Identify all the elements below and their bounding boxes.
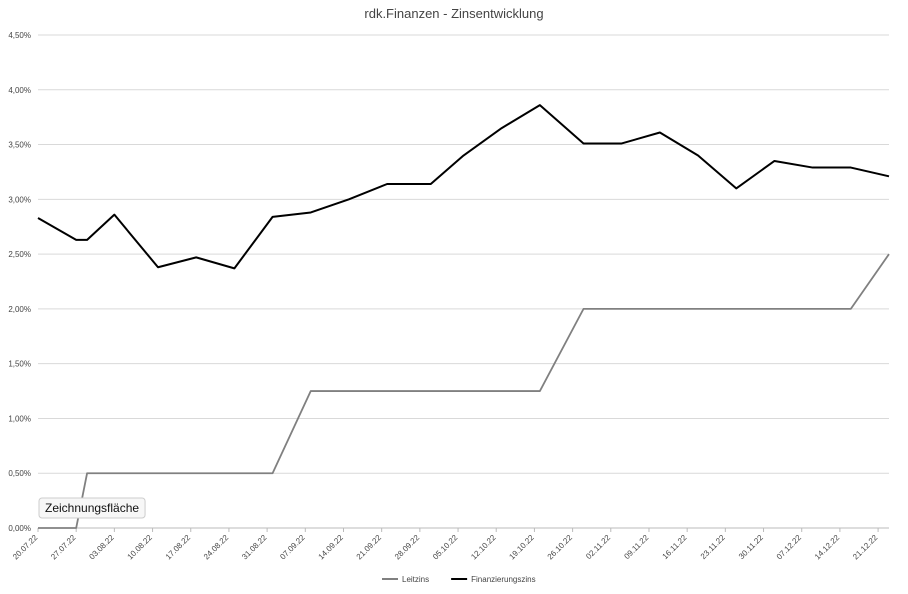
legend-label: Leitzins [402,575,429,584]
legend-label: Finanzierungszins [471,575,535,584]
y-tick-label: 3,50% [8,141,31,150]
x-tick-label: 17.08.22 [164,533,193,562]
y-tick-label: 1,50% [8,360,31,369]
x-tick-label: 21.09.22 [355,533,384,562]
x-tick-label: 07.12.22 [775,533,804,562]
x-tick-label: 09.11.22 [622,533,650,561]
x-tick-label: 10.08.22 [126,533,155,562]
tooltip: Zeichnungsfläche [38,497,146,519]
x-tick-label: 23.11.22 [699,533,727,561]
x-tick-label: 20.07.22 [11,533,40,562]
x-tick-label: 19.10.22 [507,533,536,562]
legend-item: Finanzierungszins [451,575,536,584]
legend-item: Leitzins [382,575,429,584]
line-series [37,104,890,270]
y-tick-label: 1,00% [8,414,31,423]
chart-title: rdk.Finanzen - Zinsentwicklung [364,6,543,21]
line-series [38,253,890,529]
x-tick-label: 21.12.22 [851,533,880,562]
tooltip-text: Zeichnungsfläche [45,501,139,515]
x-tick-label: 31.08.22 [240,533,269,562]
x-tick-label: 07.09.22 [278,533,307,562]
x-tick-label: 02.11.22 [584,533,612,561]
x-tick-label: 26.10.22 [546,533,575,562]
y-tick-label: 0,50% [8,469,31,478]
x-tick-label: 16.11.22 [661,533,689,561]
tooltip-box [38,497,146,519]
x-tick-label: 12.10.22 [469,533,498,562]
x-tick-label: 14.09.22 [317,533,346,562]
x-tick-label: 03.08.22 [87,533,116,562]
x-tick-label: 24.08.22 [202,533,231,562]
x-tick-label: 28.09.22 [393,533,422,562]
y-tick-label: 4,00% [8,86,31,95]
y-tick-label: 4,50% [8,31,31,40]
x-tick-label: 05.10.22 [431,533,460,562]
y-tick-label: 2,50% [8,250,31,259]
x-tick-label: 27.07.22 [49,533,78,562]
x-tick-label: 30.11.22 [737,533,765,561]
x-tick-label: 14.12.22 [813,533,842,562]
y-tick-label: 0,00% [8,524,31,533]
y-tick-label: 3,00% [8,195,31,204]
y-tick-label: 2,00% [8,305,31,314]
